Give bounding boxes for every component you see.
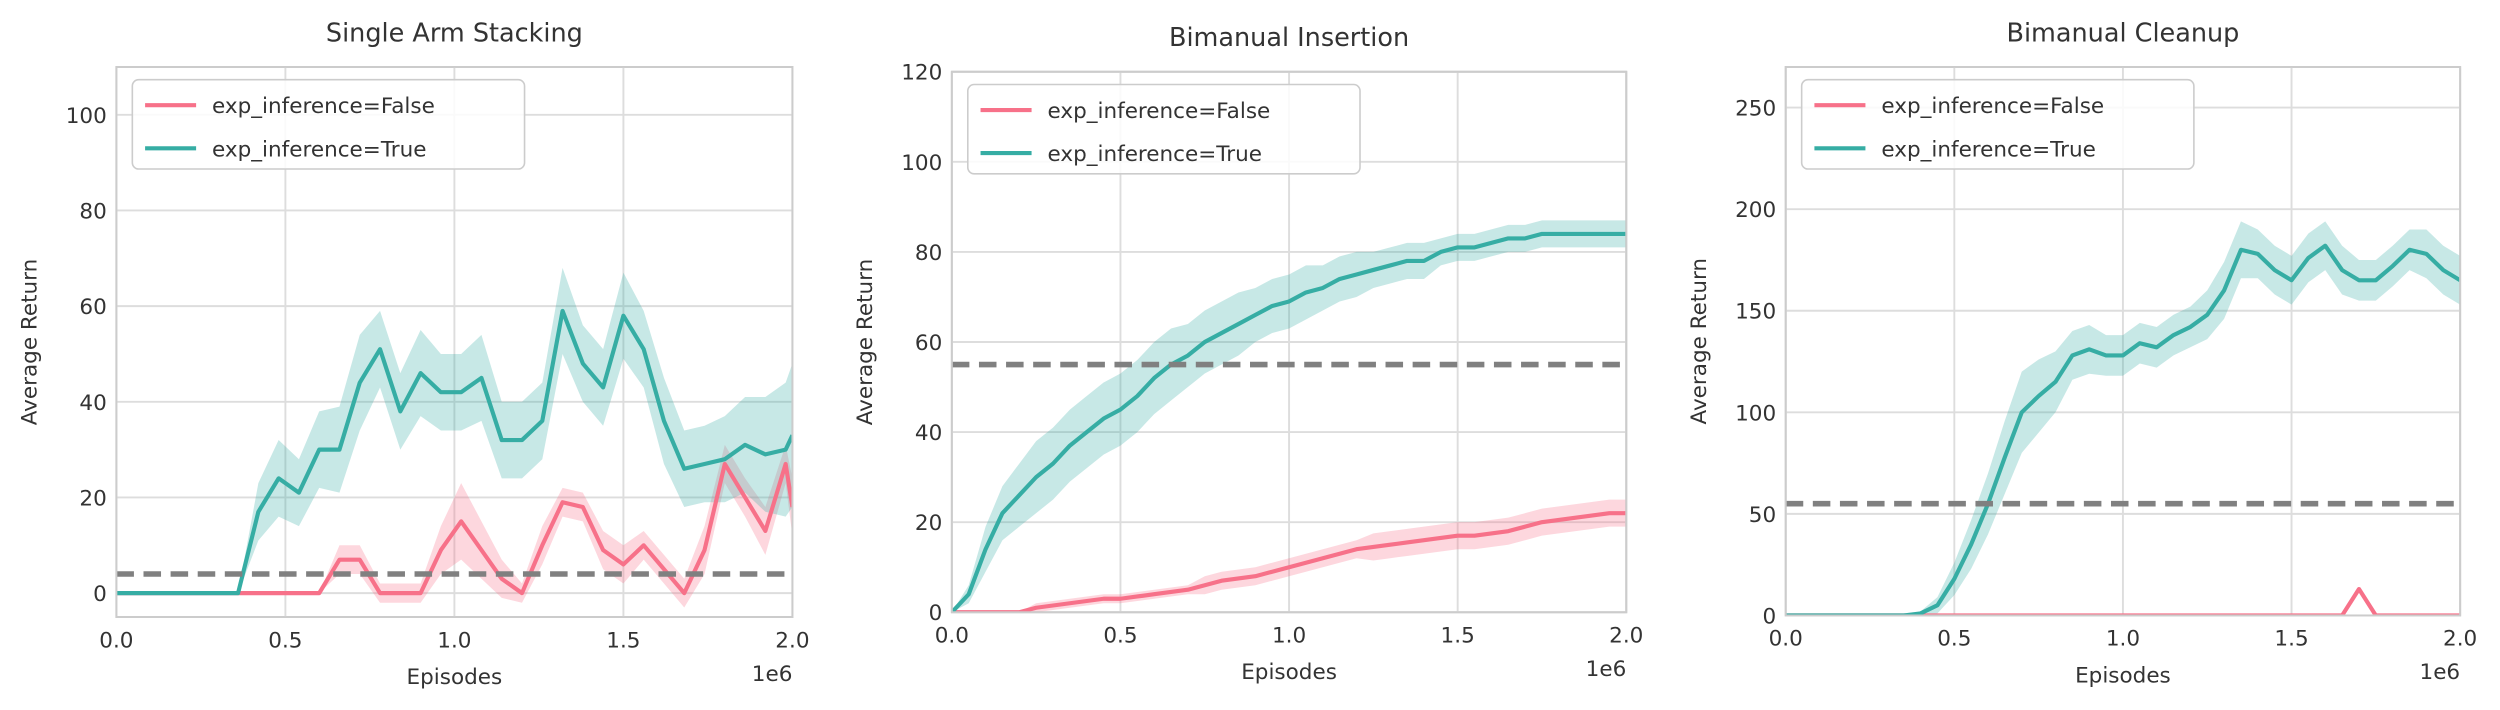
band <box>951 499 1627 613</box>
x-tick-label: 1.0 <box>1272 624 1306 649</box>
legend-box <box>966 83 1361 175</box>
x-offset-label: 1e6 <box>1586 657 1627 682</box>
plot-border <box>1784 66 2462 617</box>
y-tick-label: 150 <box>1735 300 1776 325</box>
y-tick-label: 50 <box>1749 503 1776 528</box>
band <box>116 267 793 594</box>
band <box>951 220 1627 613</box>
x-axis-label: Episodes <box>1241 660 1337 685</box>
y-tick-label: 200 <box>1735 198 1776 223</box>
plot-border <box>950 70 1628 614</box>
y-axis-label: Average Return <box>1687 258 1712 425</box>
line <box>116 308 793 596</box>
x-tick-label: 0.5 <box>268 628 302 653</box>
y-tick-label: 100 <box>66 104 107 129</box>
line <box>951 511 1627 613</box>
y-tick-label: 250 <box>1735 97 1776 122</box>
x-tick-label: 0.5 <box>1937 627 1971 652</box>
x-offset-label: 1e6 <box>752 662 793 687</box>
y-tick-label: 0 <box>93 582 107 607</box>
y-tick-label: 40 <box>915 421 942 446</box>
y-axis-label: Average Return <box>18 259 43 426</box>
line <box>951 231 1627 613</box>
legend-label: exp_inference=True <box>212 137 426 162</box>
y-tick-label: 100 <box>1735 401 1776 426</box>
y-tick-label: 60 <box>915 331 942 356</box>
y-tick-label: 60 <box>79 295 106 320</box>
legend-label: exp_inference=False <box>1048 99 1271 124</box>
line <box>1785 243 2461 616</box>
chart-title: Bimanual Cleanup <box>2006 18 2239 48</box>
plot-content <box>951 220 1627 613</box>
x-tick-label: 2.0 <box>1609 624 1643 649</box>
band <box>1785 221 2461 616</box>
y-tick-label: 120 <box>901 61 942 86</box>
x-tick-label: 1.5 <box>606 628 640 653</box>
x-tick-label: 2.0 <box>775 628 809 653</box>
x-tick-label: 0.5 <box>1103 624 1137 649</box>
y-tick-label: 0 <box>1762 604 1776 629</box>
x-tick-label: 2.0 <box>2443 627 2477 652</box>
y-tick-label: 80 <box>79 199 106 224</box>
y-tick-label: 20 <box>79 486 106 511</box>
legend-box <box>131 78 526 170</box>
plot-content <box>1785 221 2461 616</box>
legend-label: exp_inference=False <box>1881 94 2104 119</box>
y-tick-label: 20 <box>915 511 942 536</box>
x-offset-label: 1e6 <box>2420 660 2461 685</box>
x-tick-label: 1.5 <box>1441 624 1475 649</box>
x-tick-label: 0.0 <box>99 628 133 653</box>
y-tick-label: 100 <box>901 151 942 176</box>
legend-box <box>1800 78 2195 170</box>
x-tick-label: 1.0 <box>2106 627 2140 652</box>
x-tick-label: 0.0 <box>935 624 969 649</box>
chart-title: Single Arm Stacking <box>326 18 583 48</box>
legend-label: exp_inference=False <box>212 94 435 119</box>
legend-label: exp_inference=True <box>1048 142 1262 167</box>
chart-title: Bimanual Insertion <box>1169 23 1409 53</box>
plot-content <box>116 267 793 608</box>
legend-label: exp_inference=True <box>1881 137 2095 162</box>
band <box>116 444 793 608</box>
y-tick-label: 80 <box>915 241 942 266</box>
x-axis-label: Episodes <box>407 665 503 690</box>
x-axis-label: Episodes <box>2075 663 2171 688</box>
x-tick-label: 1.0 <box>437 628 471 653</box>
y-tick-label: 0 <box>929 601 943 626</box>
y-axis-label: Average Return <box>853 259 878 426</box>
plot-border <box>115 66 794 618</box>
y-tick-label: 40 <box>79 391 106 416</box>
x-tick-label: 0.0 <box>1769 627 1803 652</box>
x-tick-label: 1.5 <box>2274 627 2308 652</box>
line <box>1785 586 2461 616</box>
